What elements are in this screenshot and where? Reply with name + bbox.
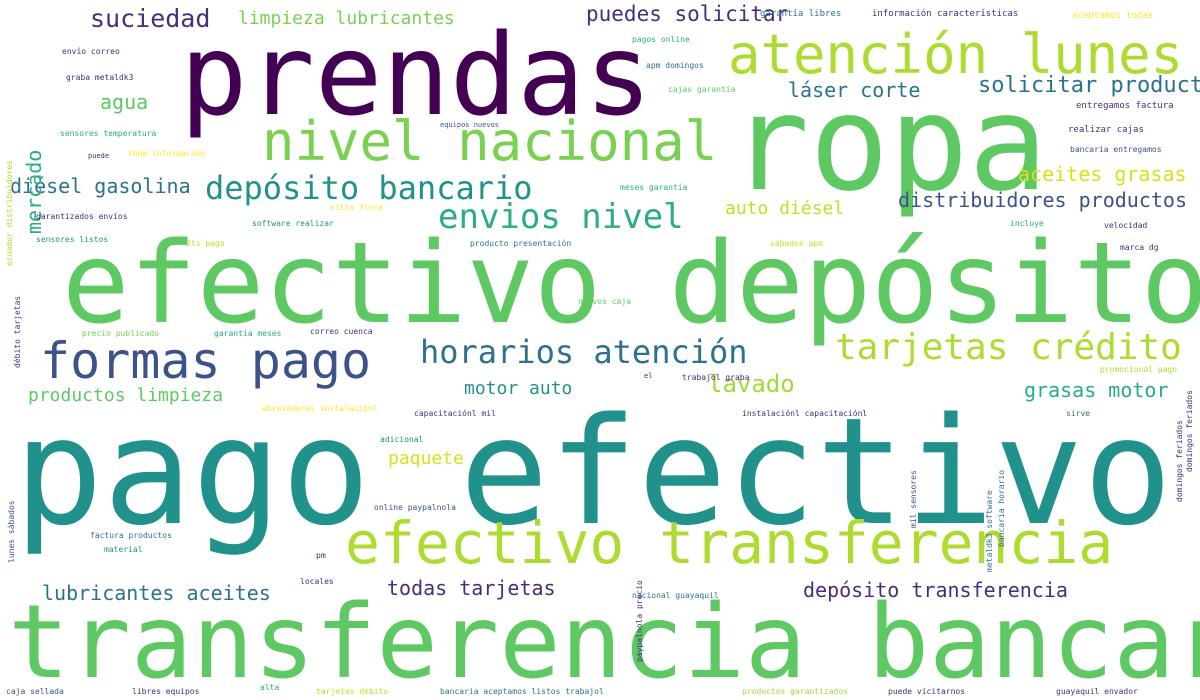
word-alta: alta — [260, 683, 280, 692]
word-puede-vicitarnos: puede vicitarnos — [888, 687, 966, 696]
word-pago-efectivo: pago efectivo — [14, 386, 1173, 558]
word-bancaria-entregamos: bancaria entregamos — [1070, 145, 1162, 154]
word-locales: locales — [300, 577, 334, 586]
word-efectivo-transferencia: efectivo transferencia — [345, 509, 1114, 577]
word-el: el — [644, 372, 653, 380]
word-garantia-meses: garantía meses — [214, 329, 282, 338]
word-envios-nivel: envios nivel — [438, 197, 684, 237]
word-pm: pm — [316, 551, 326, 560]
word-lavado: lavado — [708, 370, 795, 398]
word-guayaquil-envador: guayaquil envador — [1056, 687, 1138, 696]
word-paquete: paquete — [388, 448, 464, 469]
word-domingos-feriados-2: domingos feriados — [1185, 390, 1194, 472]
word-precio-publicado: precio publicado — [82, 329, 160, 338]
word-efectivo-deposito: efectivo depósito — [62, 219, 1200, 349]
word-garantia-libres: garantía libres — [760, 9, 842, 19]
word-puedes-solicitar: puedes solicitar — [586, 2, 789, 26]
word-capacitacionl-mil: capacitaciónl mil — [414, 409, 496, 418]
word-instalacionl-capacitacionl: instalaciónl capacitaciónl — [742, 409, 868, 418]
word-metaldk3-software: metaldk3 software — [985, 490, 994, 572]
word-horarios-atencion: horarios atención — [420, 333, 748, 371]
word-deposito-transferencia: depósito transferencia — [803, 578, 1068, 602]
word-sensores-listos: sensores listos — [36, 235, 109, 244]
word-bancaria-aceptamos-listos-trabajol: bancaria aceptamos listos trabajol — [440, 687, 604, 696]
word-suciedad: suciedad — [90, 4, 211, 33]
word-promocional-pago: promocional pago — [1100, 365, 1178, 374]
word-factura-productos: factura productos — [90, 531, 172, 540]
word-lubricantes-aceites: lubricantes aceites — [42, 581, 271, 605]
word-auto-diesel: auto diésel — [725, 198, 845, 219]
word-puede: puede — [88, 152, 110, 160]
word-mil-sensores: mil sensores — [909, 470, 918, 528]
word-pagos-online: pagos online — [632, 35, 690, 44]
word-nuevos-caja: nuevos caja — [578, 297, 631, 306]
word-nacional-guayaquil: nacional guayaquil — [632, 591, 719, 600]
word-caja-sellada: caja sellada — [6, 687, 64, 696]
word-apm-domingos: apm domingos — [646, 61, 704, 70]
word-bancaria-horario: bancaria horario — [997, 469, 1006, 547]
word-entregamos-factura: entregamos factura — [1076, 101, 1174, 111]
word-paypalnola-precio: paypalnola precio — [635, 580, 644, 662]
word-nivel-nacional: nivel nacional — [262, 110, 718, 173]
word-abrazaderas-instalacionl: abrazaderas instalaciónl — [262, 404, 378, 413]
word-agua: agua — [100, 90, 149, 114]
word-tarjetas-credito: tarjetas crédito — [835, 327, 1182, 368]
word-atencion-lunes: atención lunes — [728, 23, 1184, 86]
word-grasas-motor: grasas motor — [1024, 378, 1169, 402]
word-sensores-temperatura: sensores temperatura — [60, 129, 157, 138]
word-meses-garantia: meses garantía — [620, 183, 688, 192]
word-aceites-grasas: aceites grasas — [1018, 162, 1187, 186]
word-realizar-cajas: realizar cajas — [1068, 125, 1144, 135]
word-equipos-nuevos: equipos nuevos — [440, 121, 500, 129]
word-laser-corte: láser corte — [788, 78, 921, 102]
word-garantizados-envios: garantizados envíos — [36, 212, 128, 221]
word-material: material — [104, 545, 143, 554]
word-graba-metaldk3: graba metaldk3 — [66, 73, 134, 82]
word-adicional: adicional — [380, 435, 424, 444]
word-todas-tarjetas: todas tarjetas — [387, 576, 556, 600]
word-productos-limpieza: productos limpieza — [28, 385, 224, 406]
word-deposito-bancario: depósito bancario — [205, 169, 533, 207]
word-2ts-pago: 2ts pago — [186, 239, 225, 248]
word-mercado: mercado — [22, 149, 46, 234]
word-domingos-feriados-1: domingos feriados — [1175, 420, 1184, 502]
word-correo-cuenca: correo cuenca — [310, 327, 373, 336]
word-envio-correo: envío correo — [62, 47, 120, 56]
word-distribuidores-productos: distribuidores productos — [898, 188, 1187, 212]
word-libres-equipos: libres equipos — [132, 687, 200, 696]
word-debito-tarjetas: débito tarjetas — [13, 295, 22, 368]
word-transferencia-bancaria: transferencia bancaria — [8, 583, 1200, 700]
word-motor-auto: motor auto — [464, 378, 573, 399]
word-solicitar-producto: solicitar producto — [978, 73, 1200, 98]
word-prendas: prendas — [180, 11, 653, 141]
word-sirve: sirve — [1066, 409, 1091, 418]
word-ecuador-distribuidores: ecuador distribuidores — [5, 160, 14, 266]
word-tarjetas-debito: tarjetas débito — [316, 687, 389, 696]
word-marca-dg: marca dg — [1120, 243, 1159, 252]
word-formas-pago: formas pago — [40, 332, 372, 390]
word-sabados-apm: sábados apm — [770, 239, 823, 248]
word-limpieza-lubricantes: limpieza lubricantes — [238, 8, 455, 29]
word-online-paypalnola: online paypalnola — [374, 503, 456, 512]
word-silla-flora: silla flora — [330, 203, 383, 212]
word-incluye: incluye — [1010, 219, 1044, 228]
word-productos-garantizados: productos garantizados — [742, 687, 848, 696]
word-cajas-garantia: cajas garantía — [668, 85, 736, 94]
word-lunes-sabados: lunes sábados — [7, 500, 16, 563]
word-diesel-gasolina: diésel gasolina — [10, 174, 191, 198]
word-ropa: ropa — [730, 67, 1048, 221]
word-aceptamos-todas: aceptamos todas — [1072, 11, 1154, 21]
word-toda-informacion: toda información — [128, 149, 206, 158]
word-trabajol-graba: trabajol graba — [682, 373, 750, 382]
word-software-realizar: software realizar — [252, 219, 334, 228]
word-velocidad: velocidad — [1104, 221, 1148, 230]
word-informacion-caracteristicas: información características — [872, 9, 1019, 19]
word-producto-presentacion: producto presentación — [470, 239, 572, 248]
